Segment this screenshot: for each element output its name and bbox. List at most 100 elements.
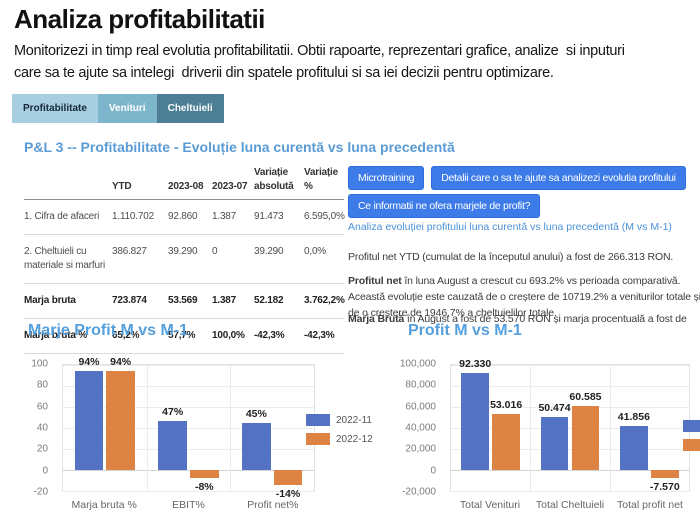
bar-value-label: 45% [245, 407, 267, 420]
bar-value-label: 50.474 [538, 402, 571, 415]
y-tick-label: 40 [36, 422, 48, 434]
row-label: 1. Cifra de afaceri [24, 199, 112, 235]
table-row: 2. Cheltuieli cu materiale si marfuri 386… [24, 234, 344, 284]
cell: -42,3% [304, 318, 344, 354]
bar [540, 417, 569, 470]
ytd-profit-text: Profitul net YTD (cumulat de la începutu… [348, 250, 674, 263]
x-axis: Marja bruta % EBIT% Profit net% [62, 496, 315, 512]
page-title: Analiza profitabilitatii [14, 4, 265, 34]
cell: 0 [212, 234, 254, 284]
pnl-table: YTD 2023-08 2023-07 Variație absolută Variaț… [24, 162, 345, 354]
profit-net-text: în luna August a crescut cu 693.2% vs pe… [348, 274, 700, 319]
plot-area: 92.330 53.016 50.474 60.585 41.856 -7.570 [450, 358, 690, 493]
bar [158, 420, 187, 470]
y-tick-label: 80 [36, 379, 48, 391]
row-label: 2. Cheltuieli cu materiale si marfuri [24, 234, 112, 284]
cell: 1.387 [212, 283, 254, 319]
col-header: YTD [112, 162, 168, 200]
bar-value-label: 47% [162, 405, 184, 418]
y-tick-label: 60 [36, 401, 48, 413]
tab-profitabilitate[interactable]: Profitabilitate [12, 94, 98, 123]
details-button[interactable]: Detalii care o sa te ajute sa analizezi … [431, 166, 686, 190]
y-tick-label: 100 [31, 358, 48, 370]
legend-label: 2022-12 [336, 433, 373, 445]
cell: 723.874 [112, 283, 168, 319]
tab-venituri[interactable]: Venituri [97, 94, 157, 123]
margins-info-row: Ce informatii ne ofera marjele de profit… [348, 194, 541, 218]
gridline [451, 386, 689, 387]
col-header [24, 162, 112, 200]
y-tick-label: 100,000 [399, 358, 436, 370]
action-buttons-row: Microtraining Detalii care o sa te ajute… [348, 166, 686, 190]
bar [571, 406, 600, 470]
y-tick-label: -20,000 [402, 486, 436, 498]
bar [619, 426, 648, 470]
gridline [63, 386, 314, 387]
gridline [63, 407, 314, 408]
cell: -42,3% [254, 318, 304, 354]
y-tick-label: 40,000 [405, 422, 436, 434]
bar-value-label: 94% [110, 356, 132, 369]
x-tick-label: Total profit net [617, 499, 683, 511]
y-tick-label: 0 [42, 465, 48, 477]
category-separator [530, 365, 532, 491]
legend-swatch [306, 433, 330, 445]
cell: 3.762,2% [304, 283, 345, 319]
gridline [451, 428, 689, 429]
chart-title-marje: Marje Profit M vs M-1 [28, 322, 189, 339]
col-header: Variație absolută [254, 162, 304, 200]
table-row: Marja bruta % 65,2% 57,7% 100,0% -42,3% -42,3… [24, 318, 344, 354]
bar [242, 422, 271, 470]
margins-info-button[interactable]: Ce informatii ne ofera marjele de profit… [348, 194, 541, 218]
tab-bar: Profitabilitate Venituri Cheltuieli [12, 94, 224, 123]
x-tick-label: Marja bruta % [71, 499, 137, 511]
tab-cheltuieli[interactable]: Cheltuieli [156, 94, 224, 123]
row-label: Marja bruta % [24, 318, 112, 354]
x-tick-label: Total Cheltuieli [535, 499, 605, 511]
section-title: P&L 3 -- Profitabilitate - Evoluție luna… [24, 139, 455, 155]
y-tick-label: 80,000 [405, 379, 436, 391]
profit-net-lead: Profitul net [348, 274, 402, 287]
bar [650, 470, 679, 478]
table-row: Marja bruta 723.874 53.569 1.387 52.182 3.762… [24, 283, 345, 319]
chart-legend: 2022-11 2022-12 [306, 414, 373, 452]
col-header: 2023-07 [212, 162, 254, 200]
analysis-link[interactable]: Analiza evoluției profitului luna curent… [348, 221, 672, 233]
y-tick-label: 20,000 [405, 443, 436, 455]
cell: 1.110.702 [112, 199, 168, 235]
y-axis: 100 80 60 40 20 0 -20 [0, 359, 56, 498]
gridline [63, 428, 314, 429]
y-axis: 100,000 80,000 60,000 40,000 20,000 0 -20,000 [400, 359, 444, 498]
y-tick-label: 20 [36, 443, 48, 455]
bar-value-label: 60.585 [569, 391, 602, 404]
bar-value-label: 41.856 [617, 411, 650, 424]
cell: 53.569 [168, 283, 212, 319]
cell: 1.387 [212, 199, 254, 235]
bar [273, 470, 303, 485]
gridline [451, 449, 689, 450]
cell: 386.827 [112, 234, 168, 284]
bar [190, 470, 219, 479]
bar-value-label: -8% [194, 481, 214, 494]
cell: 57,7% [168, 318, 212, 354]
col-header: Variație % [304, 162, 344, 200]
legend-swatch [683, 439, 700, 451]
bar [74, 371, 104, 470]
chart-title-profit: Profit M vs M-1 [408, 322, 522, 339]
bar-value-label: 92.330 [459, 358, 492, 371]
cell: 6.595,0% [304, 199, 345, 235]
marja-bruta-text: în August a fost de 53.570 RON și marja … [404, 312, 687, 325]
cell: 65,2% [112, 318, 168, 354]
microtraining-button[interactable]: Microtraining [348, 166, 425, 190]
profit-net-paragraph: Profitul net în luna August a crescut cu… [348, 273, 700, 321]
bar [461, 373, 490, 470]
legend-swatch [683, 420, 700, 432]
category-separator [609, 365, 611, 491]
cell: 92.860 [168, 199, 212, 235]
bar-value-label: -7.570 [649, 480, 680, 493]
gridline [63, 449, 314, 450]
y-tick-label: 60,000 [405, 401, 436, 413]
gridline [451, 470, 689, 471]
legend-label: 2022-11 [336, 414, 372, 426]
bar-value-label: 53.016 [490, 399, 523, 412]
